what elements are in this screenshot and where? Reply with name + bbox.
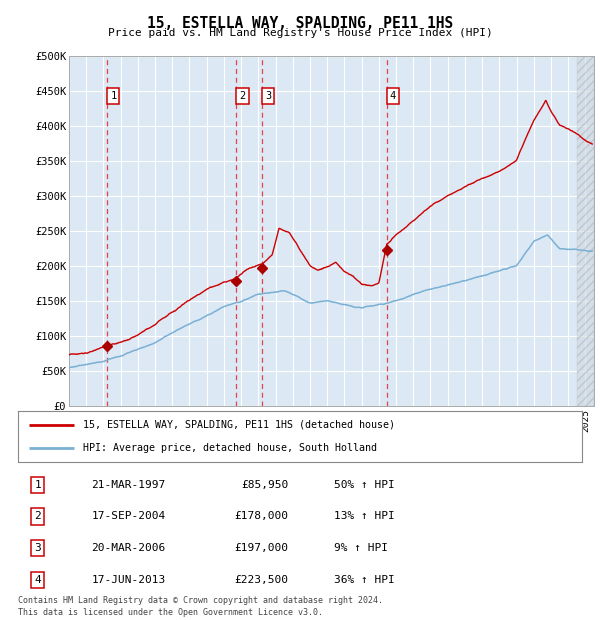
Text: 50% ↑ HPI: 50% ↑ HPI — [334, 480, 395, 490]
Bar — [577, 56, 594, 406]
Text: 13% ↑ HPI: 13% ↑ HPI — [334, 512, 395, 521]
Text: £85,950: £85,950 — [241, 480, 289, 490]
Text: Contains HM Land Registry data © Crown copyright and database right 2024.
This d: Contains HM Land Registry data © Crown c… — [18, 596, 383, 617]
Text: HPI: Average price, detached house, South Holland: HPI: Average price, detached house, Sout… — [83, 443, 377, 453]
Text: 1: 1 — [34, 480, 41, 490]
Text: 1: 1 — [110, 91, 116, 101]
Text: Price paid vs. HM Land Registry's House Price Index (HPI): Price paid vs. HM Land Registry's House … — [107, 28, 493, 38]
Text: 15, ESTELLA WAY, SPALDING, PE11 1HS: 15, ESTELLA WAY, SPALDING, PE11 1HS — [147, 16, 453, 30]
Text: 21-MAR-1997: 21-MAR-1997 — [91, 480, 166, 490]
Text: £178,000: £178,000 — [235, 512, 289, 521]
Text: 2: 2 — [34, 512, 41, 521]
Text: 17-JUN-2013: 17-JUN-2013 — [91, 575, 166, 585]
Text: 4: 4 — [390, 91, 396, 101]
Text: 36% ↑ HPI: 36% ↑ HPI — [334, 575, 395, 585]
Text: £197,000: £197,000 — [235, 543, 289, 553]
Text: 3: 3 — [34, 543, 41, 553]
Text: 17-SEP-2004: 17-SEP-2004 — [91, 512, 166, 521]
Text: 20-MAR-2006: 20-MAR-2006 — [91, 543, 166, 553]
Text: 4: 4 — [34, 575, 41, 585]
Text: 2: 2 — [239, 91, 245, 101]
Text: 3: 3 — [265, 91, 271, 101]
Text: 15, ESTELLA WAY, SPALDING, PE11 1HS (detached house): 15, ESTELLA WAY, SPALDING, PE11 1HS (det… — [83, 420, 395, 430]
Text: £223,500: £223,500 — [235, 575, 289, 585]
Text: 9% ↑ HPI: 9% ↑ HPI — [334, 543, 388, 553]
